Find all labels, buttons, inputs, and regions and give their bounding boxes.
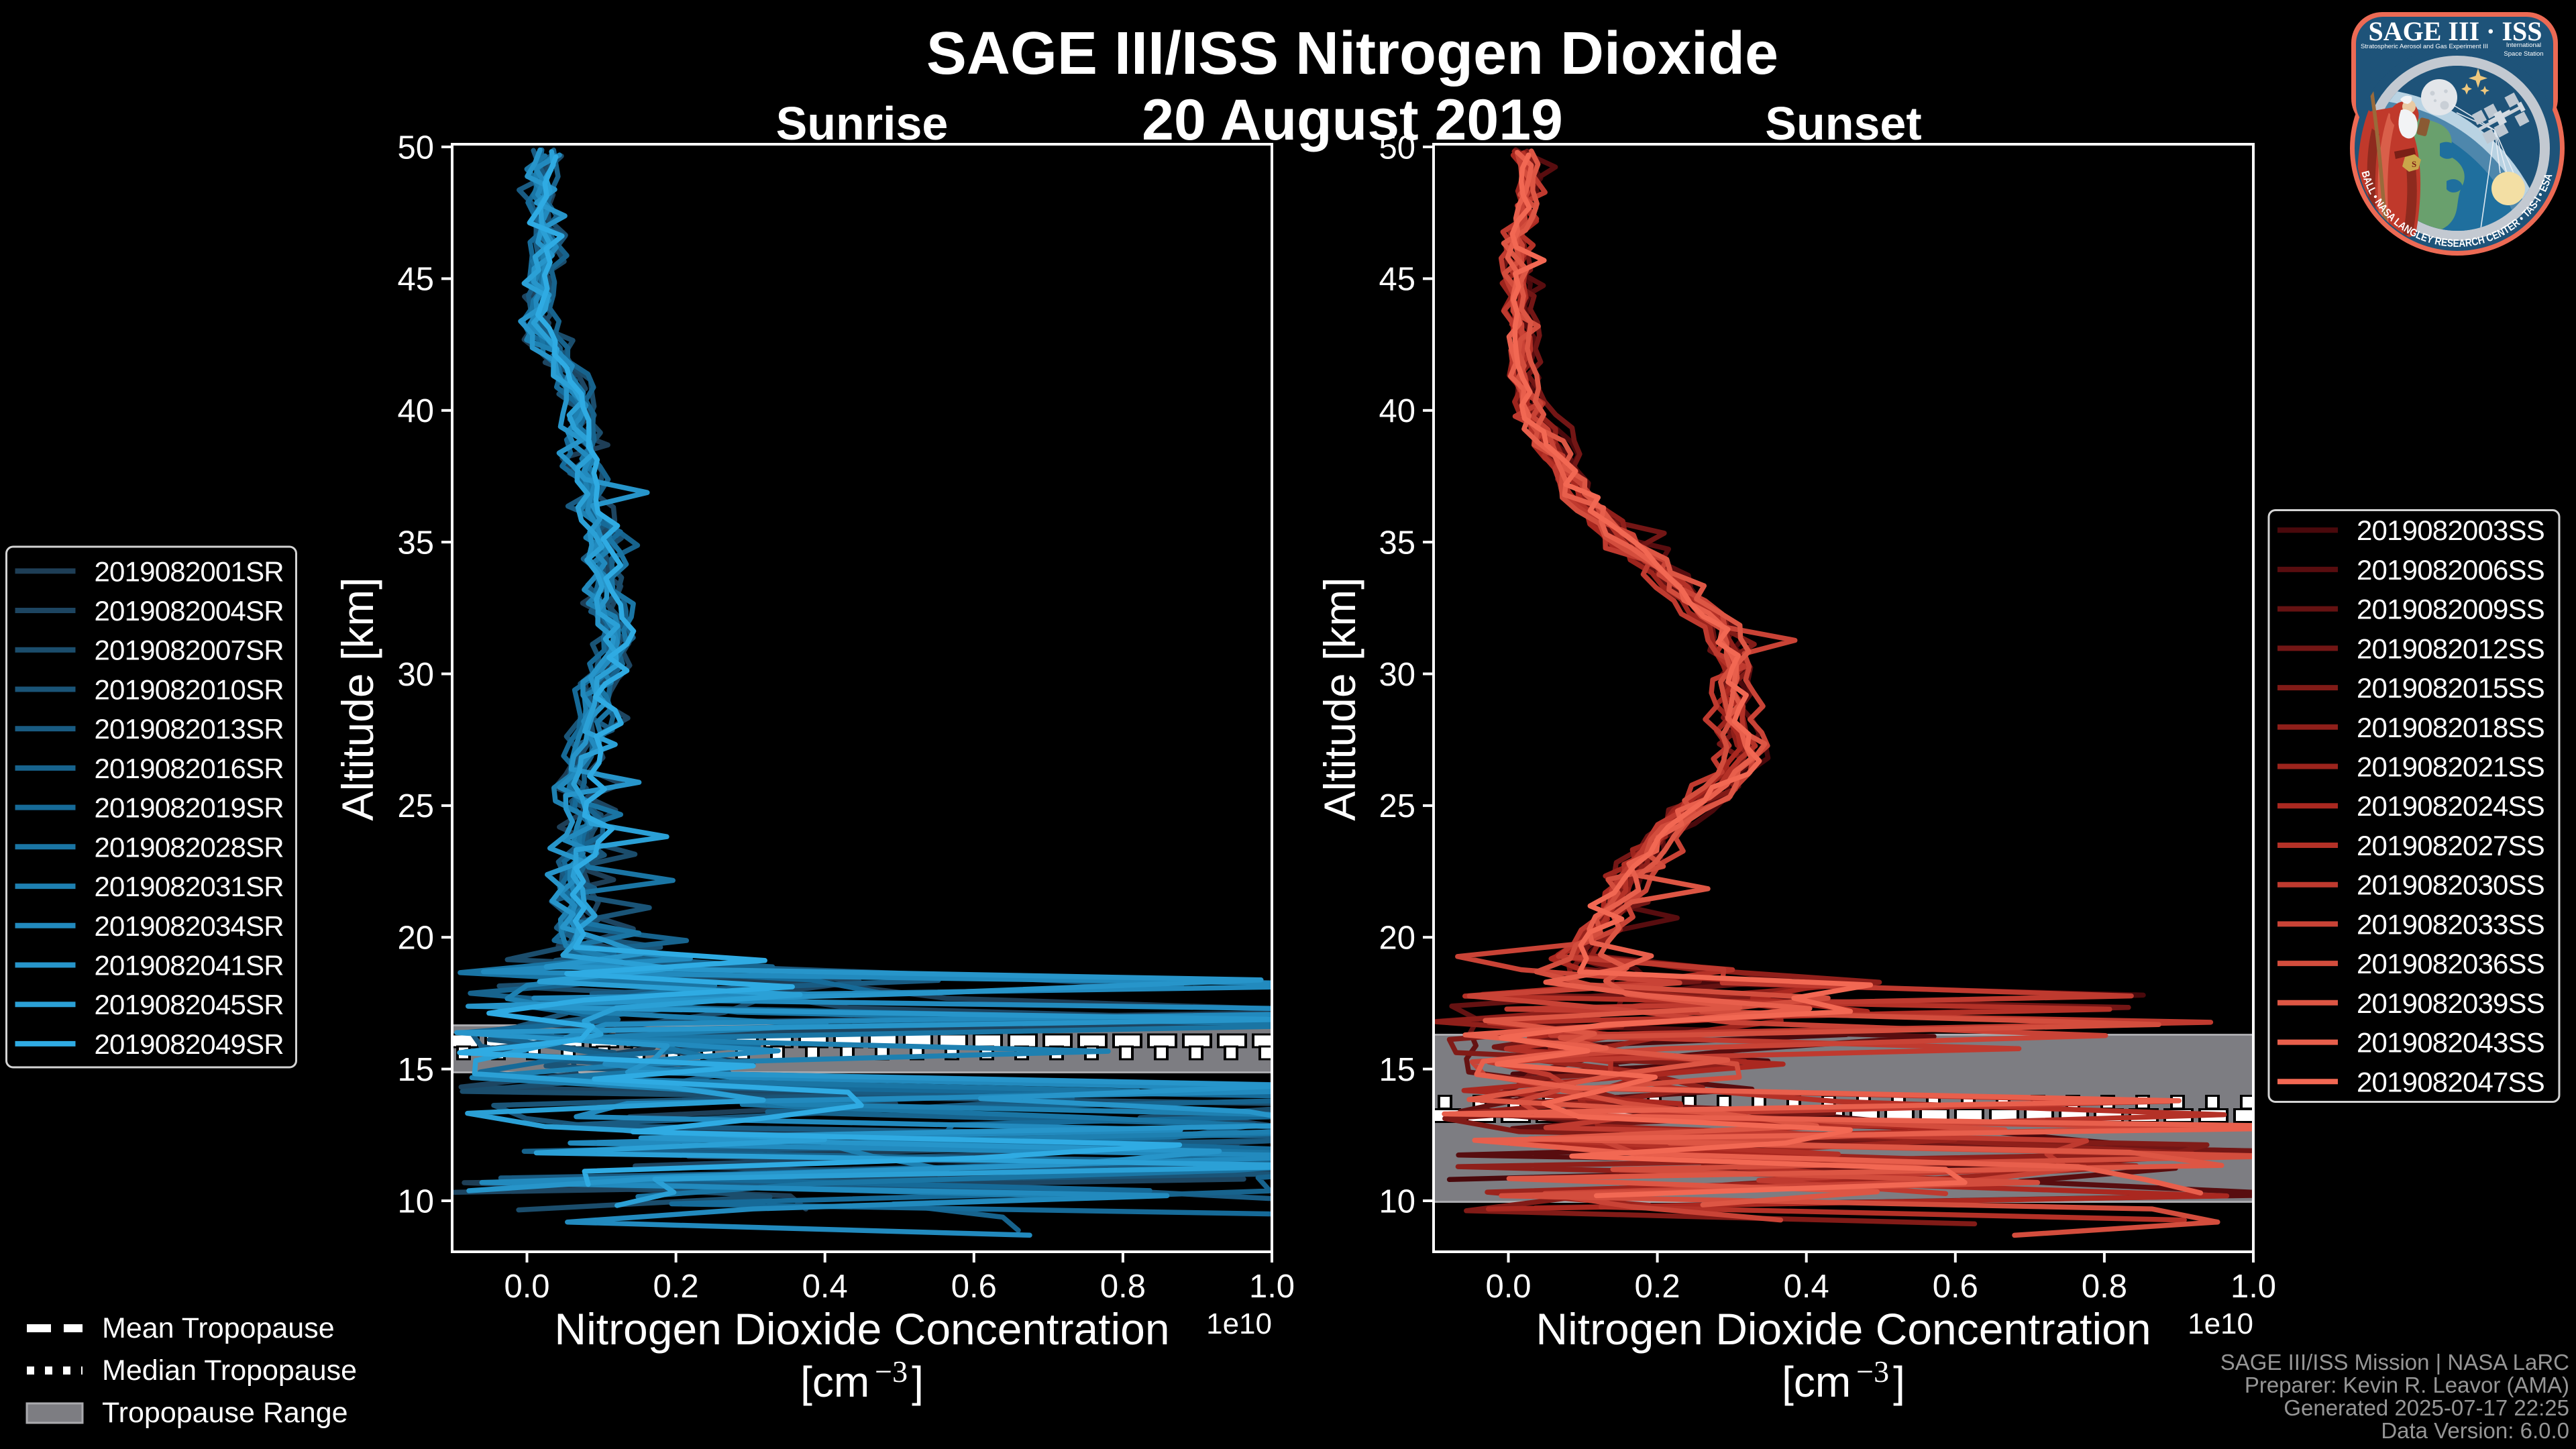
svg-text:Sunset: Sunset xyxy=(1765,97,1921,150)
svg-text:45: 45 xyxy=(397,262,434,298)
svg-text:1.0: 1.0 xyxy=(1249,1269,1295,1305)
svg-text:40: 40 xyxy=(397,393,434,429)
svg-text:Nitrogen Dioxide Concentration: Nitrogen Dioxide Concentration xyxy=(554,1304,1169,1354)
svg-text:10: 10 xyxy=(1379,1183,1415,1220)
svg-text:1e10: 1e10 xyxy=(1206,1307,1272,1340)
svg-text:SAGE III · ISS: SAGE III · ISS xyxy=(2368,16,2542,46)
svg-text:Tropopause Range: Tropopause Range xyxy=(102,1397,348,1429)
svg-text:2019082033SS: 2019082033SS xyxy=(2357,908,2544,940)
svg-text:Altitude [km]: Altitude [km] xyxy=(1315,577,1364,820)
svg-text:0.6: 0.6 xyxy=(951,1269,997,1305)
svg-text:2019082045SR: 2019082045SR xyxy=(95,989,284,1020)
svg-text:Median Tropopause: Median Tropopause xyxy=(102,1354,357,1387)
svg-text:SAGE III/ISS Nitrogen Dioxide: SAGE III/ISS Nitrogen Dioxide xyxy=(926,20,1778,87)
svg-text:Altitude [km]: Altitude [km] xyxy=(333,577,382,820)
svg-text:25: 25 xyxy=(1379,788,1415,824)
svg-text:50: 50 xyxy=(397,129,434,166)
svg-text:0.0: 0.0 xyxy=(504,1269,549,1305)
svg-text:2019082049SR: 2019082049SR xyxy=(95,1028,284,1060)
svg-text:35: 35 xyxy=(1379,525,1415,561)
svg-text:2019082018SS: 2019082018SS xyxy=(2357,712,2544,743)
svg-text:1.0: 1.0 xyxy=(2231,1269,2276,1305)
svg-text:Sunrise: Sunrise xyxy=(776,97,949,150)
svg-text:2019082024SS: 2019082024SS xyxy=(2357,790,2544,822)
svg-text:2019082047SS: 2019082047SS xyxy=(2357,1066,2544,1097)
svg-text:50: 50 xyxy=(1379,129,1415,166)
svg-text:1e10: 1e10 xyxy=(2188,1307,2253,1340)
svg-text:2019082016SR: 2019082016SR xyxy=(95,753,284,784)
svg-text:Data Version: 6.0.0: Data Version: 6.0.0 xyxy=(2381,1418,2569,1443)
svg-text:40: 40 xyxy=(1379,393,1415,429)
svg-text:Stratospheric Aerosol and Gas: Stratospheric Aerosol and Gas Experiment… xyxy=(2361,43,2488,50)
svg-text:15: 15 xyxy=(397,1052,434,1088)
svg-text:2019082009SS: 2019082009SS xyxy=(2357,594,2544,625)
svg-text:30: 30 xyxy=(397,657,434,693)
svg-text:20: 20 xyxy=(397,920,434,957)
svg-text:0.2: 0.2 xyxy=(1635,1269,1680,1305)
svg-text:25: 25 xyxy=(397,788,434,824)
svg-text:2019082034SR: 2019082034SR xyxy=(95,910,284,942)
svg-text:2019082019SR: 2019082019SR xyxy=(95,792,284,824)
svg-text:2019082013SR: 2019082013SR xyxy=(95,713,284,745)
svg-text:2019082043SS: 2019082043SS xyxy=(2357,1027,2544,1059)
svg-text:0.0: 0.0 xyxy=(1485,1269,1531,1305)
svg-text:2019082021SS: 2019082021SS xyxy=(2357,751,2544,783)
svg-text:2019082003SS: 2019082003SS xyxy=(2357,515,2544,546)
svg-text:SAGE III/ISS Mission | NASA La: SAGE III/ISS Mission | NASA LaRC xyxy=(2220,1350,2569,1375)
svg-text:2019082036SS: 2019082036SS xyxy=(2357,948,2544,979)
svg-text:2019082006SS: 2019082006SS xyxy=(2357,554,2544,586)
svg-text:0.8: 0.8 xyxy=(2082,1269,2127,1305)
svg-text:Nitrogen Dioxide Concentration: Nitrogen Dioxide Concentration xyxy=(1536,1304,2151,1354)
svg-text:2019082028SR: 2019082028SR xyxy=(95,831,284,863)
svg-text:0.4: 0.4 xyxy=(1784,1269,1829,1305)
svg-text:Preparer: Kevin R. Leavor (AMA: Preparer: Kevin R. Leavor (AMA) xyxy=(2245,1373,2569,1397)
svg-text:2019082010SR: 2019082010SR xyxy=(95,674,284,706)
svg-text:45: 45 xyxy=(1379,262,1415,298)
svg-text:2019082030SS: 2019082030SS xyxy=(2357,869,2544,901)
svg-text:15: 15 xyxy=(1379,1052,1415,1088)
svg-text:30: 30 xyxy=(1379,657,1415,693)
svg-text:2019082031SR: 2019082031SR xyxy=(95,871,284,902)
svg-text:2019082039SS: 2019082039SS xyxy=(2357,987,2544,1019)
svg-text:20 August 2019: 20 August 2019 xyxy=(1142,88,1563,152)
svg-text:2019082001SR: 2019082001SR xyxy=(95,555,284,587)
svg-text:Mean Tropopause: Mean Tropopause xyxy=(102,1312,335,1344)
svg-text:0.2: 0.2 xyxy=(653,1269,699,1305)
svg-text:0.6: 0.6 xyxy=(1933,1269,1978,1305)
svg-text:0.8: 0.8 xyxy=(1100,1269,1146,1305)
svg-text:S: S xyxy=(2412,159,2416,169)
svg-text:2019082007SR: 2019082007SR xyxy=(95,635,284,666)
svg-text:International: International xyxy=(2506,42,2541,49)
svg-text:20: 20 xyxy=(1379,920,1415,957)
svg-text:0.4: 0.4 xyxy=(802,1269,848,1305)
svg-text:Generated 2025-07-17 22:25: Generated 2025-07-17 22:25 xyxy=(2284,1395,2569,1420)
svg-text:35: 35 xyxy=(397,525,434,561)
svg-text:2019082012SS: 2019082012SS xyxy=(2357,633,2544,664)
svg-text:2019082027SS: 2019082027SS xyxy=(2357,830,2544,861)
svg-text:2019082041SR: 2019082041SR xyxy=(95,950,284,981)
svg-text:2019082015SS: 2019082015SS xyxy=(2357,672,2544,704)
svg-text:Space Station: Space Station xyxy=(2504,50,2543,58)
svg-text:10: 10 xyxy=(397,1183,434,1220)
svg-text:2019082004SR: 2019082004SR xyxy=(95,595,284,627)
